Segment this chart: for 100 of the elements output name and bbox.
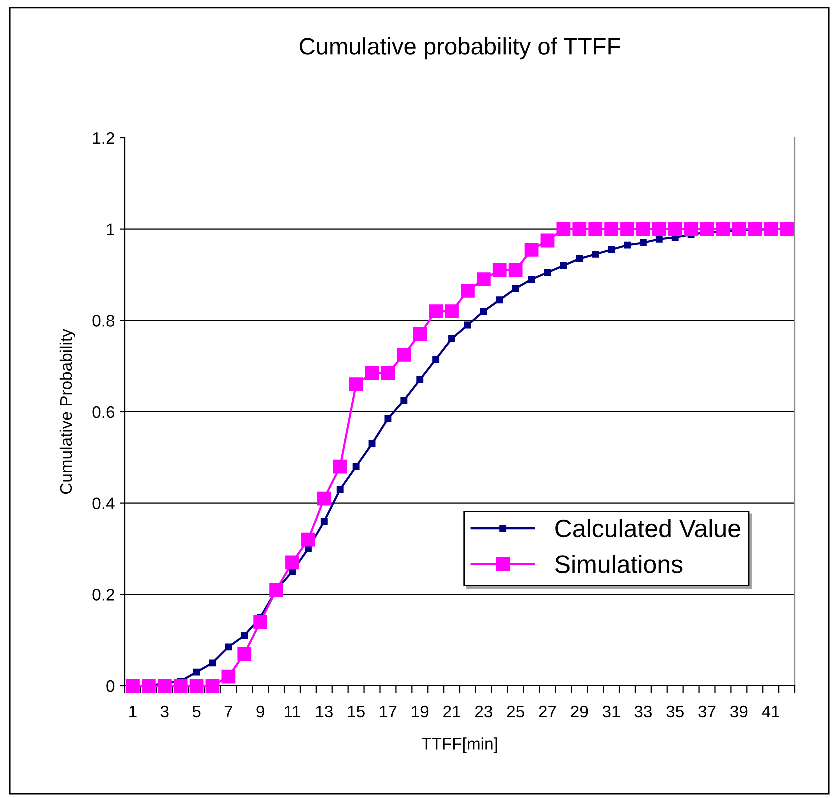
y-tick-label: 0.8 (92, 315, 115, 327)
point (544, 269, 552, 276)
x-tick-label: 29 (571, 706, 588, 718)
x-tick-label: 41 (762, 706, 780, 718)
point (540, 234, 555, 248)
point (512, 285, 520, 292)
point (524, 242, 539, 257)
point (320, 518, 328, 526)
point (624, 242, 631, 249)
point (620, 222, 634, 236)
x-tick-label: 25 (507, 706, 524, 718)
point (365, 366, 380, 380)
point (636, 222, 650, 236)
point (206, 679, 220, 693)
point (528, 276, 536, 284)
point (560, 262, 568, 270)
x-tick-label: 37 (698, 706, 716, 718)
point (604, 222, 618, 236)
point (193, 668, 200, 676)
point (384, 415, 392, 422)
point (448, 335, 456, 342)
y-tick-label: 0.4 (92, 498, 115, 510)
chart-title: Cumulative probability of TTFF (300, 38, 620, 60)
y-tick-label: 0.6 (92, 406, 115, 418)
x-tick-label: 19 (412, 706, 429, 718)
y-tick-label: 0 (106, 680, 115, 692)
point (445, 304, 459, 318)
point (352, 463, 360, 470)
point (576, 256, 584, 262)
x-tick-label: 7 (224, 706, 232, 718)
point (700, 222, 714, 236)
x-tick-label: 39 (730, 706, 748, 718)
point (640, 240, 647, 247)
x-tick-label: 17 (380, 706, 397, 718)
point (222, 670, 236, 684)
point (464, 322, 472, 329)
point (592, 250, 600, 258)
point (142, 679, 156, 693)
point (508, 263, 523, 278)
point (241, 632, 248, 640)
y-tick-label: 0.2 (92, 589, 114, 601)
point (158, 679, 172, 693)
x-tick-label: 31 (602, 706, 620, 718)
y-axis-title: Cumulative Probability (60, 329, 76, 494)
point (349, 378, 364, 392)
point (461, 284, 475, 298)
point (572, 222, 587, 236)
x-tick-label: 11 (285, 706, 300, 718)
point (492, 263, 507, 278)
y-tick-label: 1 (107, 224, 114, 236)
x-tick-label: 23 (476, 706, 492, 718)
point (684, 222, 698, 236)
point (652, 222, 666, 236)
point (780, 222, 794, 236)
point (336, 486, 344, 494)
point (732, 222, 746, 236)
point (254, 615, 268, 630)
point (556, 222, 571, 236)
point (270, 583, 284, 598)
point (238, 647, 252, 661)
x-tick-label: 3 (160, 706, 169, 718)
point (496, 296, 504, 304)
x-tick-label: 9 (256, 706, 264, 718)
point (174, 679, 188, 693)
x-tick-label: 15 (348, 706, 365, 718)
point (668, 222, 682, 236)
point (368, 440, 376, 448)
x-tick-label: 21 (444, 706, 460, 718)
point (317, 492, 332, 506)
point (302, 532, 316, 547)
y-tick-label: 1.2 (93, 132, 114, 144)
x-tick-label: 1 (130, 706, 137, 718)
point (432, 356, 440, 363)
legend-label: Simulations (555, 555, 683, 574)
point (764, 222, 778, 236)
point (209, 660, 216, 667)
x-axis-title: TTFF[min] (422, 738, 498, 754)
x-tick-label: 33 (634, 706, 652, 718)
x-tick-label: 13 (316, 706, 333, 718)
point (400, 397, 408, 404)
point (333, 460, 348, 474)
x-tick-label: 27 (539, 706, 556, 718)
point (225, 644, 232, 651)
point (397, 348, 412, 362)
point (413, 327, 428, 342)
point (656, 236, 663, 243)
point (716, 222, 730, 236)
x-tick-label: 35 (666, 706, 684, 718)
legend-label: Calculated Value (556, 519, 740, 538)
point (381, 366, 396, 380)
point (480, 308, 488, 316)
x-tick-label: 5 (192, 706, 201, 718)
point (126, 679, 140, 693)
point (608, 246, 616, 254)
point (748, 222, 762, 236)
point (416, 376, 424, 384)
point (476, 272, 491, 287)
point (429, 304, 444, 318)
point (286, 556, 300, 570)
point (588, 222, 603, 236)
